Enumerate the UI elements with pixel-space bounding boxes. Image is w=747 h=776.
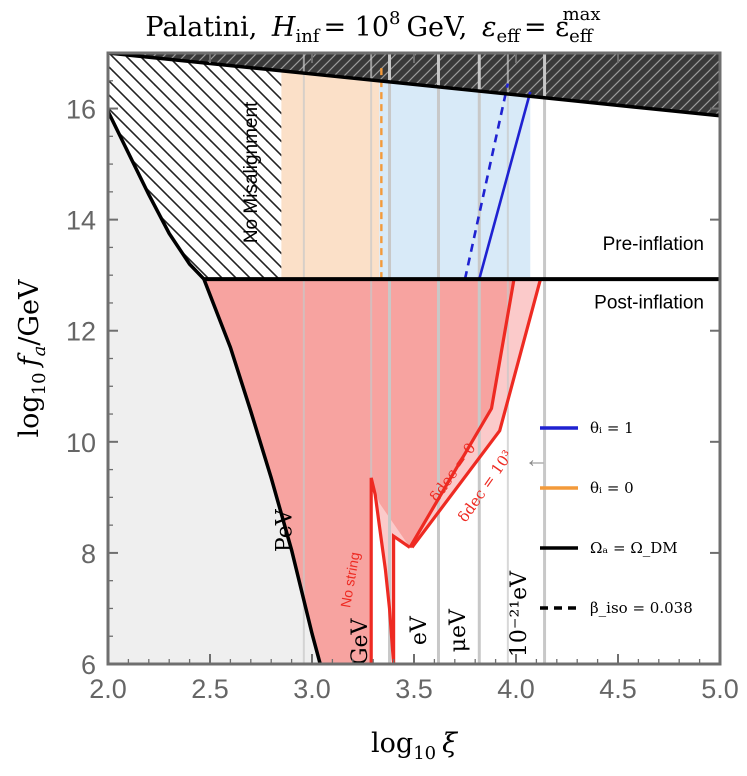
x-tick-label: 2.0	[89, 674, 127, 704]
x-tick-label: 3.5	[395, 674, 433, 704]
no-misalignment-hatch	[108, 53, 282, 280]
mass-label-eV: eV	[407, 615, 432, 645]
no-misalignment-label: No Misalignment	[241, 101, 262, 243]
arrow-left-icon: ←	[524, 446, 548, 473]
pre-inflation-label: Pre-inflation	[603, 234, 704, 255]
x-tick-label: 3.0	[293, 674, 331, 704]
y-tick-label: 16	[66, 95, 96, 125]
legend-label-0: θᵢ = 1	[590, 419, 634, 437]
no-string-curve	[369, 477, 396, 664]
y-tick-label: 14	[66, 206, 96, 236]
mass-label-10⁻²¹eV: 10⁻²¹eV	[507, 570, 532, 657]
mass-line-labels: PeV GeV eV μeV 10⁻²¹eV	[273, 508, 533, 665]
post-inflation-label: Post-inflation	[594, 293, 704, 314]
x-axis-label: log10 ξ	[371, 728, 458, 764]
no-string-inner-curve	[392, 533, 411, 664]
y-tick-label: 8	[81, 539, 96, 569]
x-tick-label: 4.5	[599, 674, 637, 704]
delta-dec-1e3-curve	[410, 278, 543, 549]
legend-label-3: β_iso = 0.038	[590, 599, 693, 617]
theta-one-solid-line	[478, 91, 532, 280]
omega-dm-curve	[108, 110, 322, 664]
theta-one-isocurvature-dashed-line	[463, 83, 510, 280]
legend-label-1: θᵢ = 0	[590, 479, 634, 497]
mass-label-μeV: μeV	[446, 608, 471, 652]
axis-ticks: 2.0 2.5 3.0 3.5 4.0 4.5 5.0 6 8 10 12 14 16	[66, 53, 739, 704]
delta-dec-zero-curve	[408, 278, 516, 549]
ceiling-boundary-line	[108, 53, 720, 118]
legend: θᵢ = 1 θᵢ = 0 Ωₐ = Ω_DM β_iso = 0.038	[540, 419, 693, 617]
legend-label-2: Ωₐ = Ω_DM	[590, 539, 678, 557]
y-tick-label: 12	[66, 317, 96, 347]
mass-label-GeV: GeV	[348, 617, 373, 665]
x-tick-label: 2.5	[191, 674, 229, 704]
y-axis-label: log10fa/GeV	[14, 279, 50, 437]
excluded-grey-region	[108, 53, 321, 664]
chart-title: Palatini, Hinf = 108 GeV, εeff = εeffmax	[145, 4, 600, 47]
x-tick-label: 4.0	[497, 674, 535, 704]
y-tick-label: 10	[66, 428, 96, 458]
y-tick-label: 6	[81, 650, 96, 680]
mass-label-PeV: PeV	[273, 508, 298, 552]
theta-zero-band	[281, 53, 380, 280]
post-inflation-region	[203, 279, 514, 664]
x-tick-label: 5.0	[701, 674, 739, 704]
plot-area	[108, 53, 720, 664]
